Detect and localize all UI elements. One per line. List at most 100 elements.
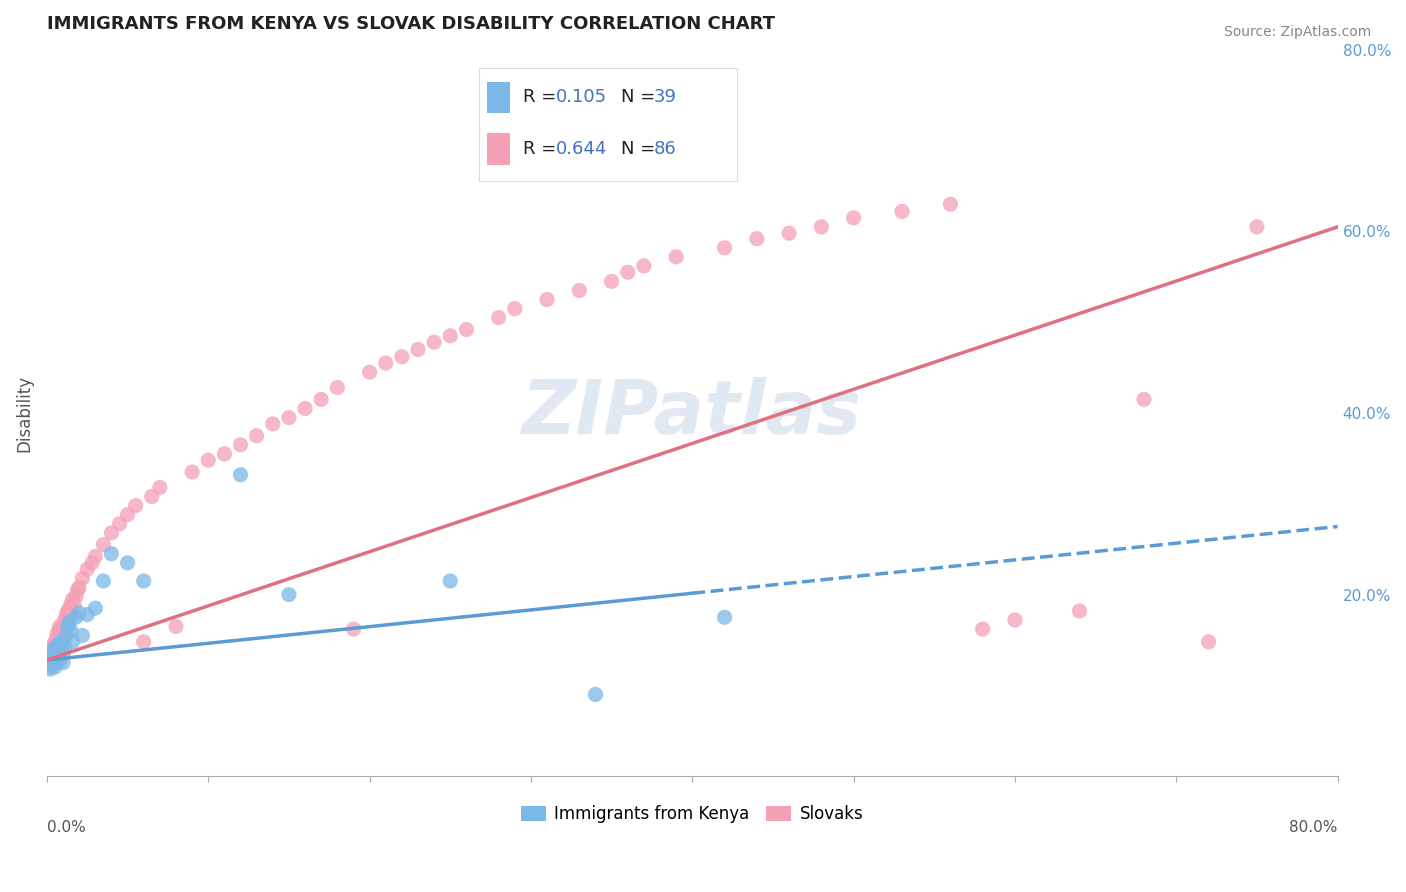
Point — [58, 607, 80, 622]
Point — [391, 350, 413, 364]
Point — [52, 647, 75, 661]
Point — [108, 516, 131, 531]
Point — [51, 644, 73, 658]
Point — [62, 592, 84, 607]
Point — [62, 635, 84, 649]
Point — [41, 644, 63, 658]
Point — [439, 574, 461, 588]
Point — [93, 574, 115, 588]
Point — [53, 613, 76, 627]
Point — [633, 259, 655, 273]
Point — [277, 588, 299, 602]
Point — [51, 625, 73, 640]
Point — [246, 428, 269, 442]
Point — [1198, 635, 1220, 649]
Point — [46, 624, 69, 638]
Point — [93, 538, 115, 552]
Point — [229, 467, 252, 482]
Point — [45, 644, 67, 658]
Point — [406, 343, 429, 357]
Point — [72, 628, 94, 642]
Point — [42, 642, 65, 657]
Point — [132, 635, 155, 649]
Point — [1246, 219, 1268, 234]
Point — [132, 574, 155, 588]
Point — [56, 610, 79, 624]
Point — [41, 647, 63, 661]
Point — [1069, 604, 1091, 618]
Text: Source: ZipAtlas.com: Source: ZipAtlas.com — [1223, 25, 1371, 39]
Point — [45, 628, 67, 642]
Point — [49, 653, 72, 667]
Point — [277, 410, 299, 425]
Text: 0.0%: 0.0% — [46, 820, 86, 835]
Point — [58, 615, 80, 629]
Point — [810, 219, 832, 234]
Point — [46, 638, 69, 652]
Point — [52, 628, 75, 642]
Point — [39, 649, 62, 664]
Point — [49, 628, 72, 642]
Point — [100, 525, 122, 540]
Point — [1133, 392, 1156, 407]
Point — [262, 417, 284, 431]
Point — [67, 580, 90, 594]
Point — [1004, 613, 1026, 627]
Legend: Immigrants from Kenya, Slovaks: Immigrants from Kenya, Slovaks — [515, 798, 870, 830]
Text: 80.0%: 80.0% — [1289, 820, 1337, 835]
Point — [124, 499, 146, 513]
Point — [439, 328, 461, 343]
Point — [229, 438, 252, 452]
Point — [713, 610, 735, 624]
Point — [117, 508, 139, 522]
Point — [536, 293, 558, 307]
Point — [294, 401, 316, 416]
Point — [42, 638, 65, 652]
Point — [44, 660, 66, 674]
Point — [65, 590, 87, 604]
Point — [665, 250, 688, 264]
Point — [60, 624, 83, 638]
Point — [60, 597, 83, 611]
Point — [39, 660, 62, 674]
Point — [66, 583, 89, 598]
Point — [568, 284, 591, 298]
Point — [214, 447, 236, 461]
Point — [39, 651, 62, 665]
Point — [58, 601, 80, 615]
Point — [49, 640, 72, 655]
Point — [456, 322, 478, 336]
Point — [972, 622, 994, 636]
Point — [60, 604, 83, 618]
Point — [53, 619, 76, 633]
Point — [37, 656, 59, 670]
Point — [55, 616, 77, 631]
Point — [165, 619, 187, 633]
Point — [326, 381, 349, 395]
Point — [44, 649, 66, 664]
Point — [100, 547, 122, 561]
Point — [503, 301, 526, 316]
Point — [149, 480, 172, 494]
Point — [65, 610, 87, 624]
Point — [891, 204, 914, 219]
Text: IMMIGRANTS FROM KENYA VS SLOVAK DISABILITY CORRELATION CHART: IMMIGRANTS FROM KENYA VS SLOVAK DISABILI… — [46, 15, 775, 33]
Point — [42, 649, 65, 664]
Point — [45, 640, 67, 655]
Point — [46, 635, 69, 649]
Point — [84, 601, 107, 615]
Point — [51, 635, 73, 649]
Y-axis label: Disability: Disability — [15, 375, 32, 451]
Point — [181, 465, 204, 479]
Text: ZIPatlas: ZIPatlas — [522, 376, 862, 450]
Point — [44, 644, 66, 658]
Point — [778, 226, 800, 240]
Point — [76, 562, 98, 576]
Point — [359, 365, 381, 379]
Point — [76, 607, 98, 622]
Point — [56, 604, 79, 618]
Point — [423, 335, 446, 350]
Point — [41, 656, 63, 670]
Point — [42, 653, 65, 667]
Point — [37, 653, 59, 667]
